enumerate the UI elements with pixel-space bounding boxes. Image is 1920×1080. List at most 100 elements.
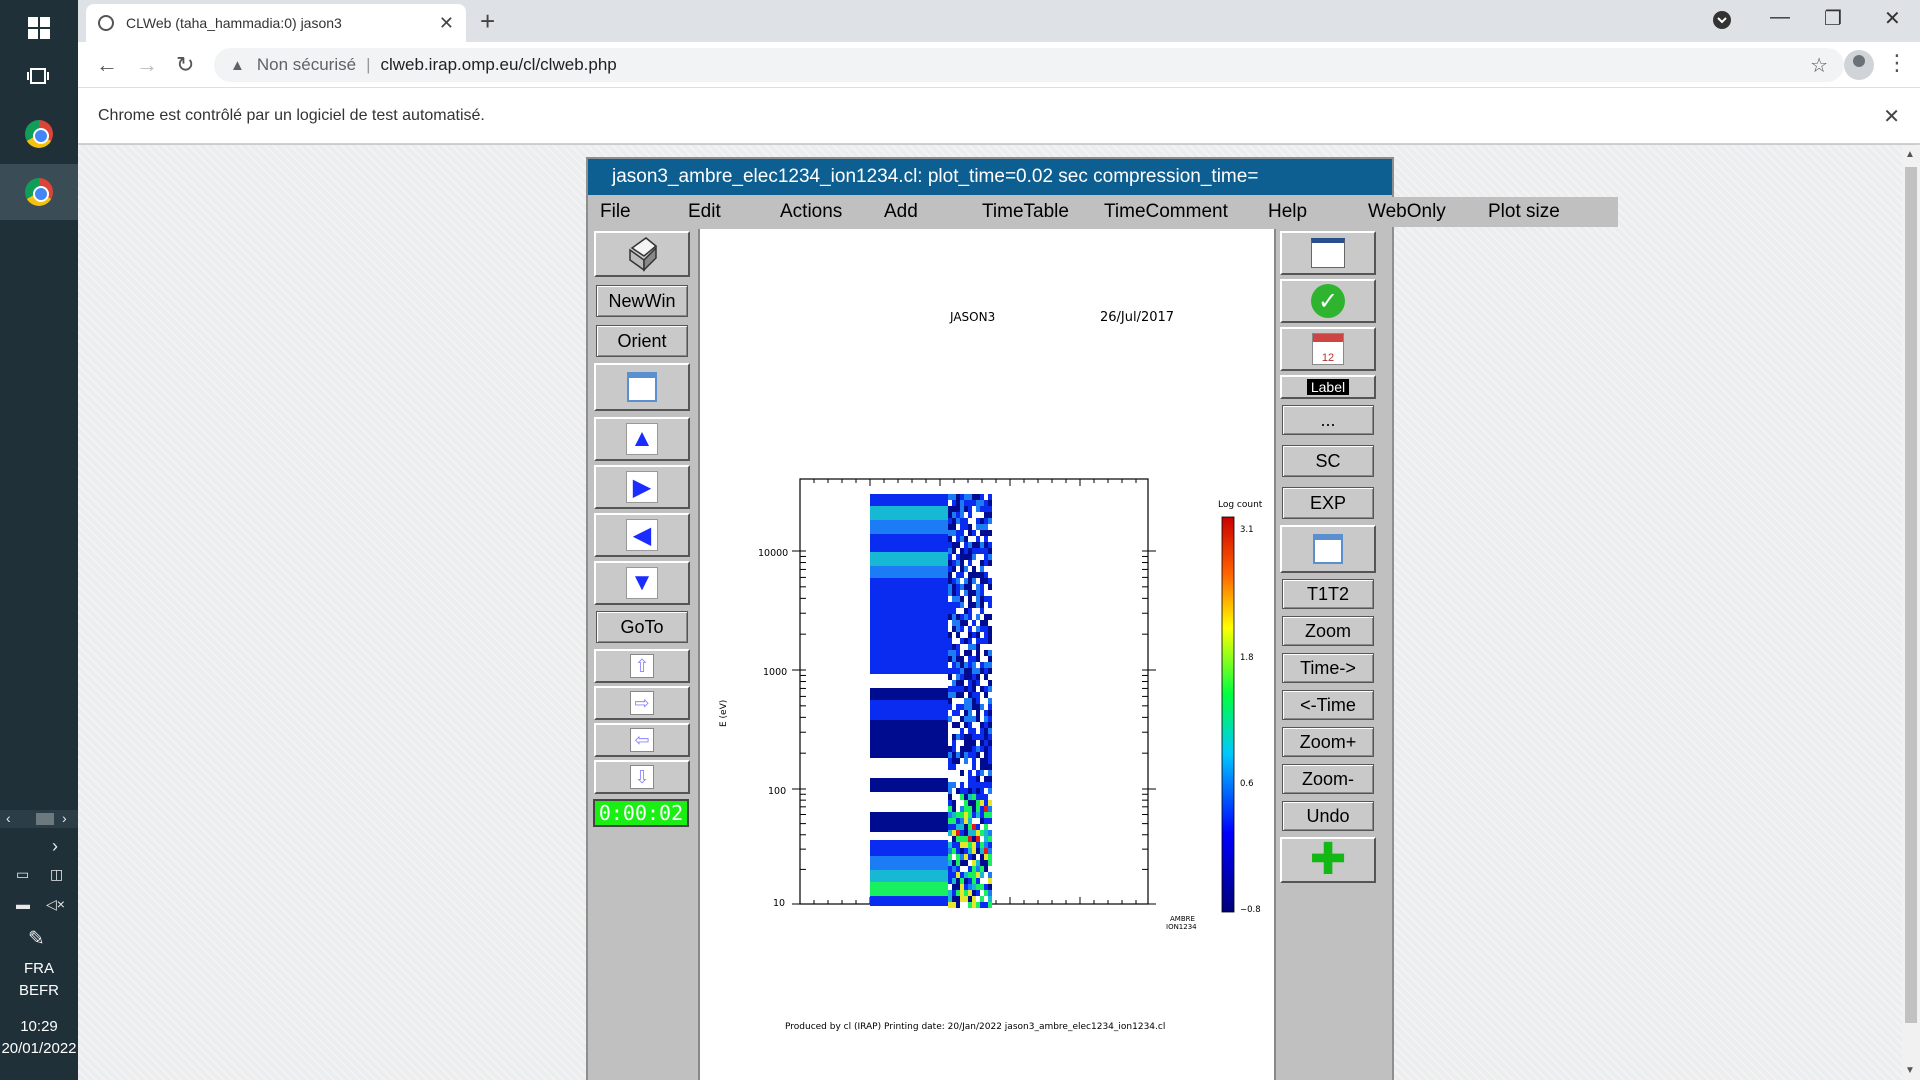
close-window-icon[interactable]: ✕ <box>1884 8 1901 30</box>
task-view-icon[interactable] <box>0 48 78 104</box>
scroll-down-icon[interactable]: ▼ <box>1905 1065 1915 1076</box>
spectrogram-cell <box>956 656 960 662</box>
not-secure-label[interactable]: Non sécurisé <box>256 55 357 74</box>
spectrogram-cell <box>960 656 964 662</box>
warning-icon[interactable]: ▲ <box>230 56 245 74</box>
spectrogram-cell <box>960 764 964 770</box>
menu-timecomment[interactable]: TimeComment <box>1104 201 1228 222</box>
profile-avatar-icon[interactable] <box>1844 50 1874 80</box>
chevron-left-icon[interactable]: ‹ <box>6 810 11 826</box>
battery-icon[interactable]: ▬ <box>16 896 30 912</box>
sc-button[interactable]: SC <box>1282 445 1374 477</box>
spectrogram-cell <box>968 860 972 866</box>
url-text[interactable]: clweb.irap.omp.eu/cl/clweb.php <box>380 55 617 74</box>
menu-add[interactable]: Add <box>884 201 918 222</box>
spectrogram-cell <box>976 728 980 734</box>
menu-file[interactable]: File <box>600 201 631 222</box>
scroll-thumb[interactable] <box>36 813 54 825</box>
newwin-button[interactable]: NewWin <box>596 285 688 317</box>
spectrogram-cell <box>964 572 968 578</box>
vertical-scrollbar[interactable]: ▲ ▼ <box>1902 145 1920 1080</box>
time-forward-button[interactable]: Time-> <box>1282 653 1374 683</box>
label-button[interactable]: Label <box>1280 375 1376 399</box>
spectrogram-cell <box>988 716 992 722</box>
page-button[interactable] <box>594 363 690 411</box>
pen-icon[interactable]: ✎ <box>28 928 45 950</box>
step-up-button[interactable]: ⇧ <box>594 649 690 683</box>
restore-icon[interactable]: ❐ <box>1824 8 1842 30</box>
close-tab-icon[interactable]: ✕ <box>438 12 454 33</box>
spectrogram-cell <box>952 560 956 566</box>
chevron-right-icon[interactable]: › <box>52 836 58 856</box>
undo-button[interactable]: Undo <box>1282 801 1374 831</box>
scroll-thumb[interactable] <box>1905 167 1917 1023</box>
forward-icon[interactable]: → <box>136 52 158 77</box>
zoom-in-button[interactable]: Zoom+ <box>1282 727 1374 757</box>
list-button[interactable] <box>1280 231 1376 275</box>
pan-down-button[interactable]: ▼ <box>594 561 690 605</box>
scroll-up-icon[interactable]: ▲ <box>1905 149 1915 160</box>
chevron-right-icon[interactable]: › <box>62 810 67 826</box>
pan-right-button[interactable]: ▶ <box>594 465 690 509</box>
tab-search-icon[interactable] <box>1712 10 1732 36</box>
spectrogram-cell <box>984 566 988 572</box>
menu-timetable[interactable]: TimeTable <box>982 201 1069 222</box>
bookmark-star-icon[interactable]: ☆ <box>1810 54 1828 77</box>
t1t2-button[interactable]: T1T2 <box>1282 579 1374 609</box>
pan-up-button[interactable]: ▲ <box>594 417 690 461</box>
spectrogram-cell <box>956 548 960 554</box>
goto-button[interactable]: GoTo <box>596 611 688 643</box>
spectrogram-cell <box>968 758 972 764</box>
step-right-button[interactable]: ⇨ <box>594 686 690 720</box>
language-indicator[interactable]: FRA <box>24 960 54 977</box>
exp-button[interactable]: EXP <box>1282 487 1374 519</box>
apply-button[interactable]: ✓ <box>1280 279 1376 323</box>
printer-icon <box>629 237 658 272</box>
menu-webonly[interactable]: WebOnly <box>1368 201 1446 222</box>
menu-edit[interactable]: Edit <box>688 201 721 222</box>
menu-actions[interactable]: Actions <box>780 201 843 222</box>
windows-start-icon[interactable] <box>0 0 78 56</box>
spectrogram-cell <box>964 764 968 770</box>
spectrogram-cell <box>984 536 988 542</box>
spectrogram-cell <box>976 602 980 608</box>
spectrogram-cell <box>952 614 956 620</box>
taskbar-scrollbar[interactable]: ‹ › <box>0 810 78 828</box>
print-button[interactable] <box>594 231 690 277</box>
new-tab-icon[interactable]: + <box>480 6 496 36</box>
spectrogram-cell <box>948 794 952 800</box>
step-down-button[interactable]: ⇩ <box>594 760 690 794</box>
orient-button[interactable]: Orient <box>596 325 688 357</box>
time-back-button[interactable]: <-Time <box>1282 690 1374 720</box>
chrome-taskbar-icon[interactable] <box>0 106 78 162</box>
pan-left-button[interactable]: ◀ <box>594 513 690 557</box>
calendar-button[interactable]: 12 <box>1280 327 1376 371</box>
back-icon[interactable]: ← <box>96 52 118 77</box>
browser-tab[interactable]: CLWeb (taha_hammadia:0) jason3 ✕ <box>86 4 466 42</box>
more-button[interactable]: ... <box>1282 405 1374 435</box>
step-left-button[interactable]: ⇦ <box>594 723 690 757</box>
zoom-out-button[interactable]: Zoom- <box>1282 764 1374 794</box>
spectrogram-cell <box>948 716 952 722</box>
close-icon[interactable]: ✕ <box>1883 106 1900 128</box>
chrome-taskbar-icon-active[interactable] <box>0 164 78 220</box>
spectrogram-cell <box>948 782 952 788</box>
menu-plot-size[interactable]: Plot size <box>1488 201 1560 222</box>
spectrogram-cell <box>870 856 948 870</box>
reload-icon[interactable]: ↻ <box>176 52 195 77</box>
add-panel-button[interactable]: ✚ <box>1280 837 1376 883</box>
menu-dots-icon[interactable]: ⋮ <box>1886 50 1908 75</box>
spectrogram-cell <box>956 830 960 836</box>
spectrogram-cell <box>972 644 976 650</box>
clock-date[interactable]: 20/01/2022 <box>1 1040 77 1057</box>
minimize-icon[interactable]: — <box>1770 6 1790 28</box>
zoom-button[interactable]: Zoom <box>1282 616 1374 646</box>
keyboard-layout[interactable]: BEFR <box>18 982 59 999</box>
menu-help[interactable]: Help <box>1268 201 1308 222</box>
clock-time[interactable]: 10:29 <box>20 1018 58 1035</box>
window-button[interactable] <box>1280 525 1376 573</box>
meet-icon[interactable]: ◫ <box>50 866 64 882</box>
volume-muted-icon[interactable]: ◁× <box>46 896 65 912</box>
network-icon[interactable]: ▭ <box>16 866 30 882</box>
address-bar[interactable]: ▲ Non sécurisé | clweb.irap.omp.eu/cl/cl… <box>214 48 1844 82</box>
